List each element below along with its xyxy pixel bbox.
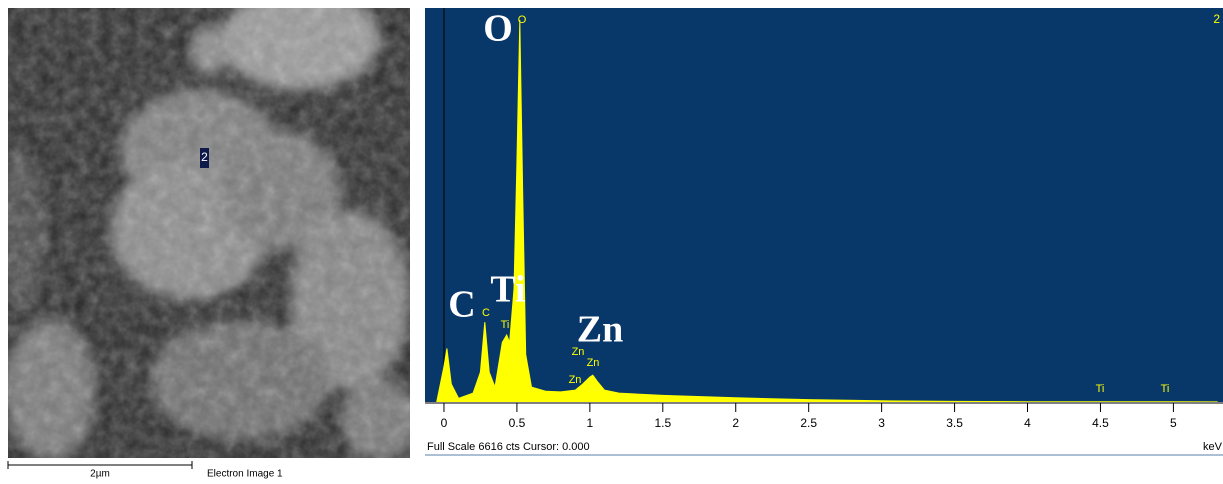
x-tick-label: 1.5 (654, 416, 671, 430)
status: Full Scale 6616 cts Cursor: 0.000 (427, 441, 590, 453)
x-tick-label: 5 (1170, 416, 1177, 430)
element-label: Zn (569, 374, 582, 386)
spectrum-area (436, 19, 1218, 403)
sem-image: 2 (8, 8, 410, 458)
caption: Electron Image 1 (207, 469, 283, 479)
element-label: Ti (1161, 383, 1170, 395)
x-tick-label: 4.5 (1092, 416, 1109, 430)
x-tick-label: 2.5 (800, 416, 817, 430)
axis-strip (425, 402, 1223, 455)
element-label: C (482, 307, 490, 319)
x-tick-label: 3.5 (946, 416, 963, 430)
element-label: O (518, 14, 527, 26)
scale-label: 2µm (90, 469, 110, 479)
x-tick-label: 0.5 (509, 416, 526, 430)
peak-label: Zn (577, 309, 623, 351)
x-tick-label: 4 (1024, 416, 1031, 430)
x-tick-label: 3 (878, 416, 885, 430)
spectrum: 0 0.5 1 1.5 2 2.5 3 3.5 4 4.5 5 Full Scale 6616 cts… (425, 8, 1223, 456)
x-unit: keV (1203, 441, 1223, 453)
peak-label: O (483, 8, 513, 50)
element-label: Zn (587, 357, 600, 369)
peak-label: Ti (490, 269, 525, 311)
element-label: Ti (501, 319, 510, 331)
corner-label: 2 (1213, 12, 1220, 26)
x-tick-label: 2 (732, 416, 739, 430)
peak-label: C (448, 284, 475, 326)
x-tick-label: 0 (441, 416, 448, 430)
x-tick-label: 1 (587, 416, 594, 430)
element-label: Ti (1096, 383, 1105, 395)
plot-background (425, 8, 1223, 402)
element-label: Zn (572, 346, 585, 358)
marker: 2 (201, 150, 208, 164)
